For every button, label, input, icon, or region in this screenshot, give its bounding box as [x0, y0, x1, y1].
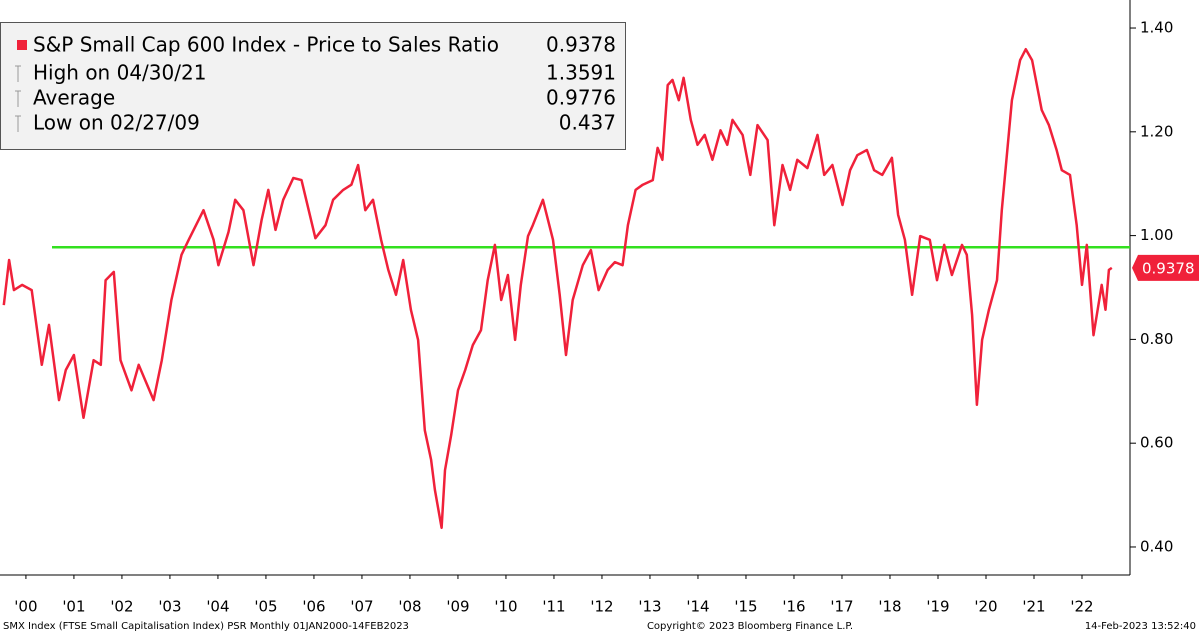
y-tick-label: 0.40: [1140, 537, 1173, 555]
footer-left: SMX Index (FTSE Small Capitalisation Ind…: [3, 621, 409, 632]
x-tick-label: '10: [494, 598, 517, 616]
y-tick-label: 1.40: [1140, 19, 1173, 37]
y-tick-label: 0.80: [1140, 330, 1173, 348]
y-tick-label: 1.20: [1140, 122, 1173, 140]
legend-label: Low on 02/27/09: [33, 111, 200, 135]
legend-label: High on 04/30/21: [33, 61, 206, 85]
legend-glyph: [15, 65, 21, 82]
x-tick-label: '17: [830, 598, 853, 616]
x-tick-label: '12: [590, 598, 613, 616]
x-tick-label: '21: [1022, 598, 1045, 616]
x-tick-label: '06: [302, 598, 325, 616]
y-tick-label: 0.60: [1140, 434, 1173, 452]
x-tick-label: '02: [110, 598, 133, 616]
x-tick-label: '15: [734, 598, 757, 616]
x-tick-label: '03: [158, 598, 181, 616]
legend-label: S&P Small Cap 600 Index - Price to Sales…: [33, 33, 499, 57]
legend-glyph: [15, 115, 21, 132]
x-tick-label: '16: [782, 598, 805, 616]
footer-right: 14-Feb-2023 13:52:40: [1085, 621, 1196, 632]
x-tick-label: '05: [254, 598, 277, 616]
last-value-tag: [1132, 254, 1199, 281]
legend-value: 0.437: [559, 111, 616, 135]
legend-value: 0.9776: [546, 86, 616, 110]
x-tick-label: '13: [638, 598, 661, 616]
x-tick-label: '22: [1070, 598, 1093, 616]
legend-value: 1.3591: [546, 61, 616, 85]
x-tick-label: '14: [686, 598, 709, 616]
x-tick-label: '20: [974, 598, 997, 616]
x-tick-label: '18: [878, 598, 901, 616]
x-tick-label: '04: [206, 598, 229, 616]
legend-value: 0.9378: [546, 33, 616, 57]
footer-center: Copyright© 2023 Bloomberg Finance L.P.: [647, 621, 853, 632]
x-tick-label: '07: [350, 598, 373, 616]
last-value-label: 0.9378: [1142, 259, 1195, 277]
legend-label: Average: [33, 86, 115, 110]
x-tick-label: '09: [446, 598, 469, 616]
x-tick-label: '19: [926, 598, 949, 616]
y-tick-label: 1.00: [1140, 226, 1173, 244]
series-line: [2, 47, 1113, 530]
x-tick-label: '01: [62, 598, 85, 616]
legend-swatch: [17, 40, 27, 50]
legend-glyph: [15, 90, 21, 107]
legend-box: [0, 22, 626, 150]
x-tick-label: '11: [542, 598, 565, 616]
x-tick-label: '00: [14, 598, 37, 616]
x-tick-label: '08: [398, 598, 421, 616]
